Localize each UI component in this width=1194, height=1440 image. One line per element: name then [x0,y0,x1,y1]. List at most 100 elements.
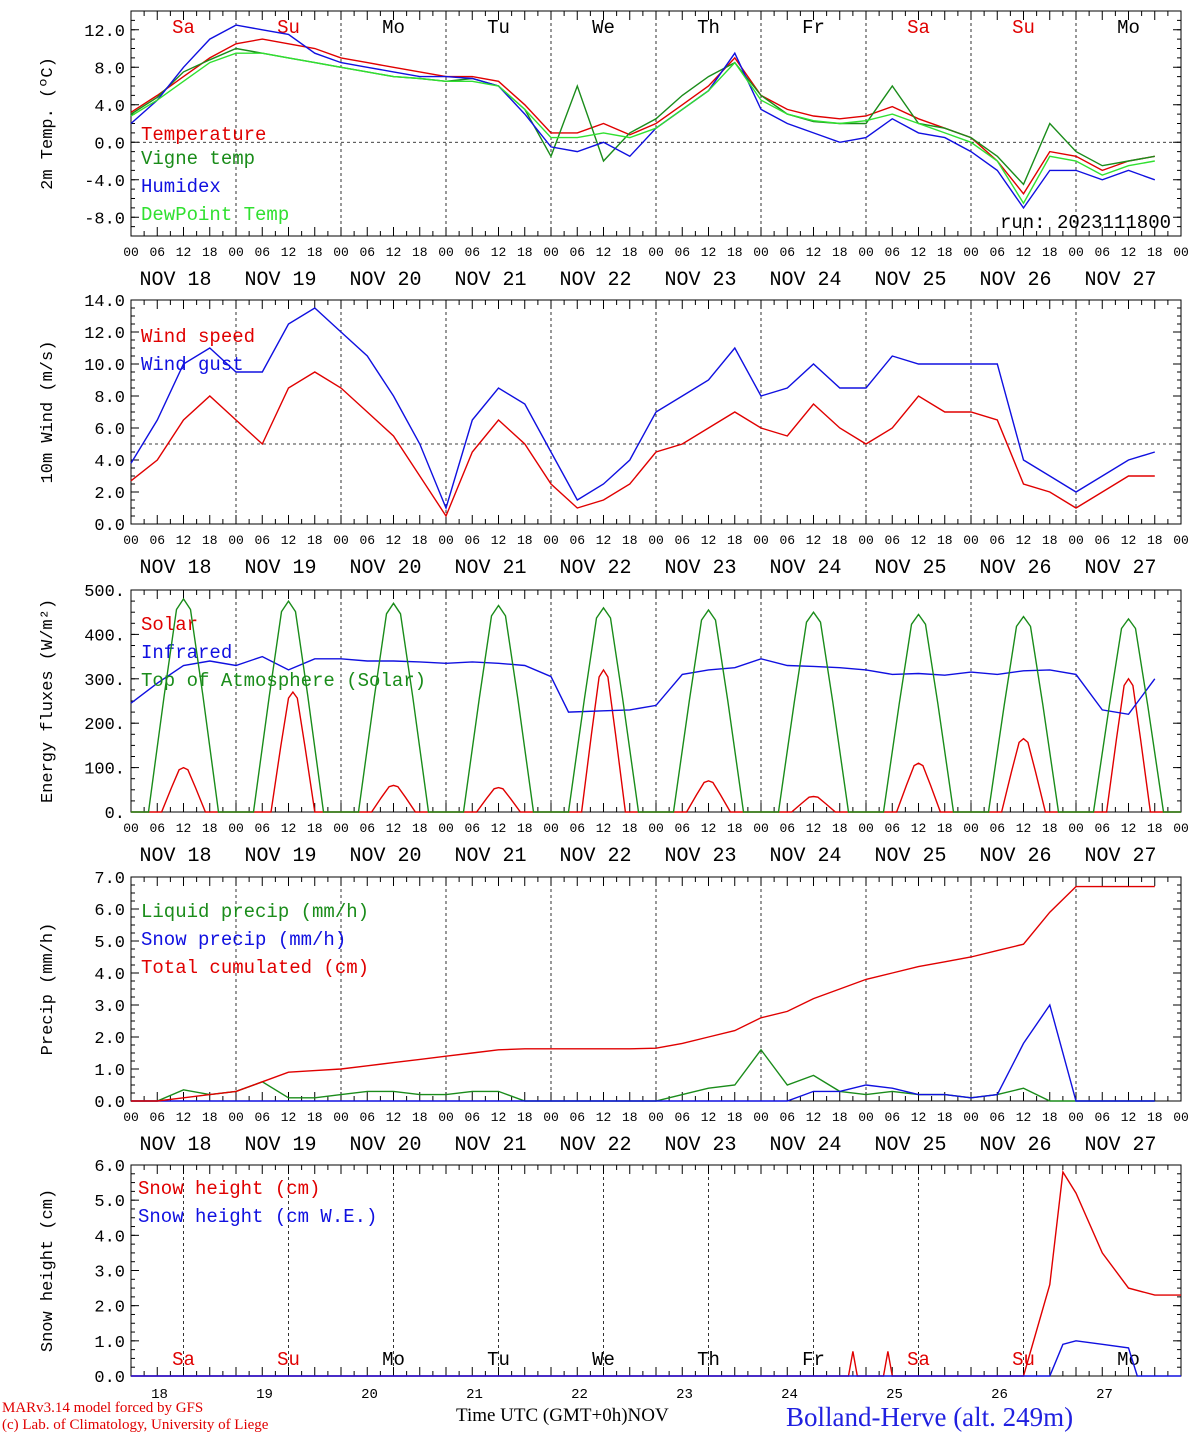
x-hour-label: 18 [1147,821,1163,836]
x-hour-label: 06 [149,245,165,260]
x-hour-label: 18 [202,821,218,836]
x-hour-label: 12 [596,1110,612,1125]
x-date-label: NOV 20 [349,269,421,292]
credit-line-2: (c) Lab. of Climatology, University of L… [2,1417,269,1433]
x-date-label: NOV 27 [1084,557,1156,580]
day-name-label: Fr [802,17,825,39]
legend-entry: Temperature [141,124,266,146]
x-hour-label: 00 [438,533,454,548]
x-hour-label: 06 [989,821,1005,836]
x-hour-label: 00 [543,1110,559,1125]
x-hour-label: 12 [491,533,507,548]
x-hour-label: 00 [858,821,874,836]
x-date-label: NOV 27 [1084,1134,1156,1157]
x-hour-label: 18 [412,245,428,260]
x-hour-label: 06 [149,1110,165,1125]
x-hour-label: 00 [333,821,349,836]
x-hour-label: 06 [1094,1110,1110,1125]
x-hour-label: 00 [123,245,139,260]
x-hour-label: 12 [806,245,822,260]
x-hour-label: 12 [806,1110,822,1125]
x-hour-label: 06 [254,245,270,260]
x-hour-label: 00 [1173,821,1189,836]
day-name-label: Su [1012,1349,1035,1371]
x-date-label: NOV 24 [769,557,841,580]
x-date-label: NOV 25 [874,269,946,292]
y-tick-label: 4.0 [94,1228,125,1247]
x-hour-label: 00 [753,245,769,260]
legend-entry: Snow precip (mm/h) [141,929,346,951]
x-date-label: NOV 18 [139,1134,211,1157]
x-hour-label: 18 [517,533,533,548]
y-tick-label: 5.0 [94,934,125,953]
x-hour-label: 00 [438,1110,454,1125]
x-hour-label: 18 [937,245,953,260]
x-day-number: 21 [466,1387,483,1403]
x-hour-label: 06 [989,245,1005,260]
x-hour-label: 00 [858,533,874,548]
x-hour-label: 00 [648,245,664,260]
x-hour-label: 18 [202,1110,218,1125]
x-hour-label: 18 [1042,821,1058,836]
y-tick-label: -8.0 [84,210,125,229]
x-date-label: NOV 23 [664,845,736,868]
x-hour-label: 06 [254,533,270,548]
x-date-label: NOV 22 [559,845,631,868]
x-hour-label: 18 [832,245,848,260]
x-hour-label: 12 [1121,1110,1137,1125]
day-name-label: Tu [487,17,510,39]
x-day-number: 24 [781,1387,798,1403]
x-hour-label: 18 [727,533,743,548]
x-date-label: NOV 25 [874,845,946,868]
x-hour-label: 12 [1121,533,1137,548]
x-hour-label: 12 [176,533,192,548]
x-hour-label: 18 [517,245,533,260]
day-name-label: We [592,17,615,39]
x-hour-label: 18 [937,533,953,548]
y-tick-label: 300. [84,672,125,691]
day-name-label: Tu [487,1349,510,1371]
x-hour-label: 12 [1121,821,1137,836]
x-hour-label: 18 [622,1110,638,1125]
day-name-label: Mo [382,17,405,39]
x-hour-label: 12 [911,1110,927,1125]
x-hour-label: 06 [1094,533,1110,548]
x-hour-label: 12 [281,821,297,836]
x-hour-label: 00 [1068,1110,1084,1125]
x-hour-label: 06 [359,245,375,260]
y-tick-label: 0.0 [94,1369,125,1388]
y-tick-label: 10.0 [84,357,125,376]
day-name-label: Sa [907,1349,930,1371]
x-date-label: NOV 25 [874,557,946,580]
x-day-number: 18 [151,1387,168,1403]
series-line-wind-gust [130,307,1156,511]
x-date-label: NOV 19 [244,845,316,868]
x-hour-label: 12 [176,821,192,836]
x-axis-title: Time UTC (GMT+0h)NOV [456,1405,669,1427]
x-hour-label: 06 [464,821,480,836]
x-hour-label: 18 [622,245,638,260]
x-date-label: NOV 23 [664,269,736,292]
x-hour-label: 18 [412,1110,428,1125]
series-line-temperature [130,38,1155,196]
y-tick-label: 200. [84,716,125,735]
x-date-label: NOV 27 [1084,269,1156,292]
day-name-label: Su [1012,17,1035,39]
x-hour-label: 18 [1042,533,1058,548]
x-hour-label: 06 [254,1110,270,1125]
x-hour-label: 00 [753,821,769,836]
x-hour-label: 06 [779,821,795,836]
x-date-label: NOV 24 [769,1134,841,1157]
x-hour-label: 18 [727,245,743,260]
run-label: run: 2023111800 [1000,212,1171,234]
x-hour-label: 00 [963,245,979,260]
day-name-label: We [592,1349,615,1371]
x-hour-label: 12 [911,821,927,836]
legend-entry: Wind gust [141,354,244,376]
x-date-label: NOV 21 [454,1134,526,1157]
x-hour-label: 00 [228,821,244,836]
x-hour-label: 12 [281,245,297,260]
y-tick-label: 2.0 [94,485,125,504]
y-tick-label: 0.0 [94,1094,125,1113]
x-hour-label: 18 [412,533,428,548]
